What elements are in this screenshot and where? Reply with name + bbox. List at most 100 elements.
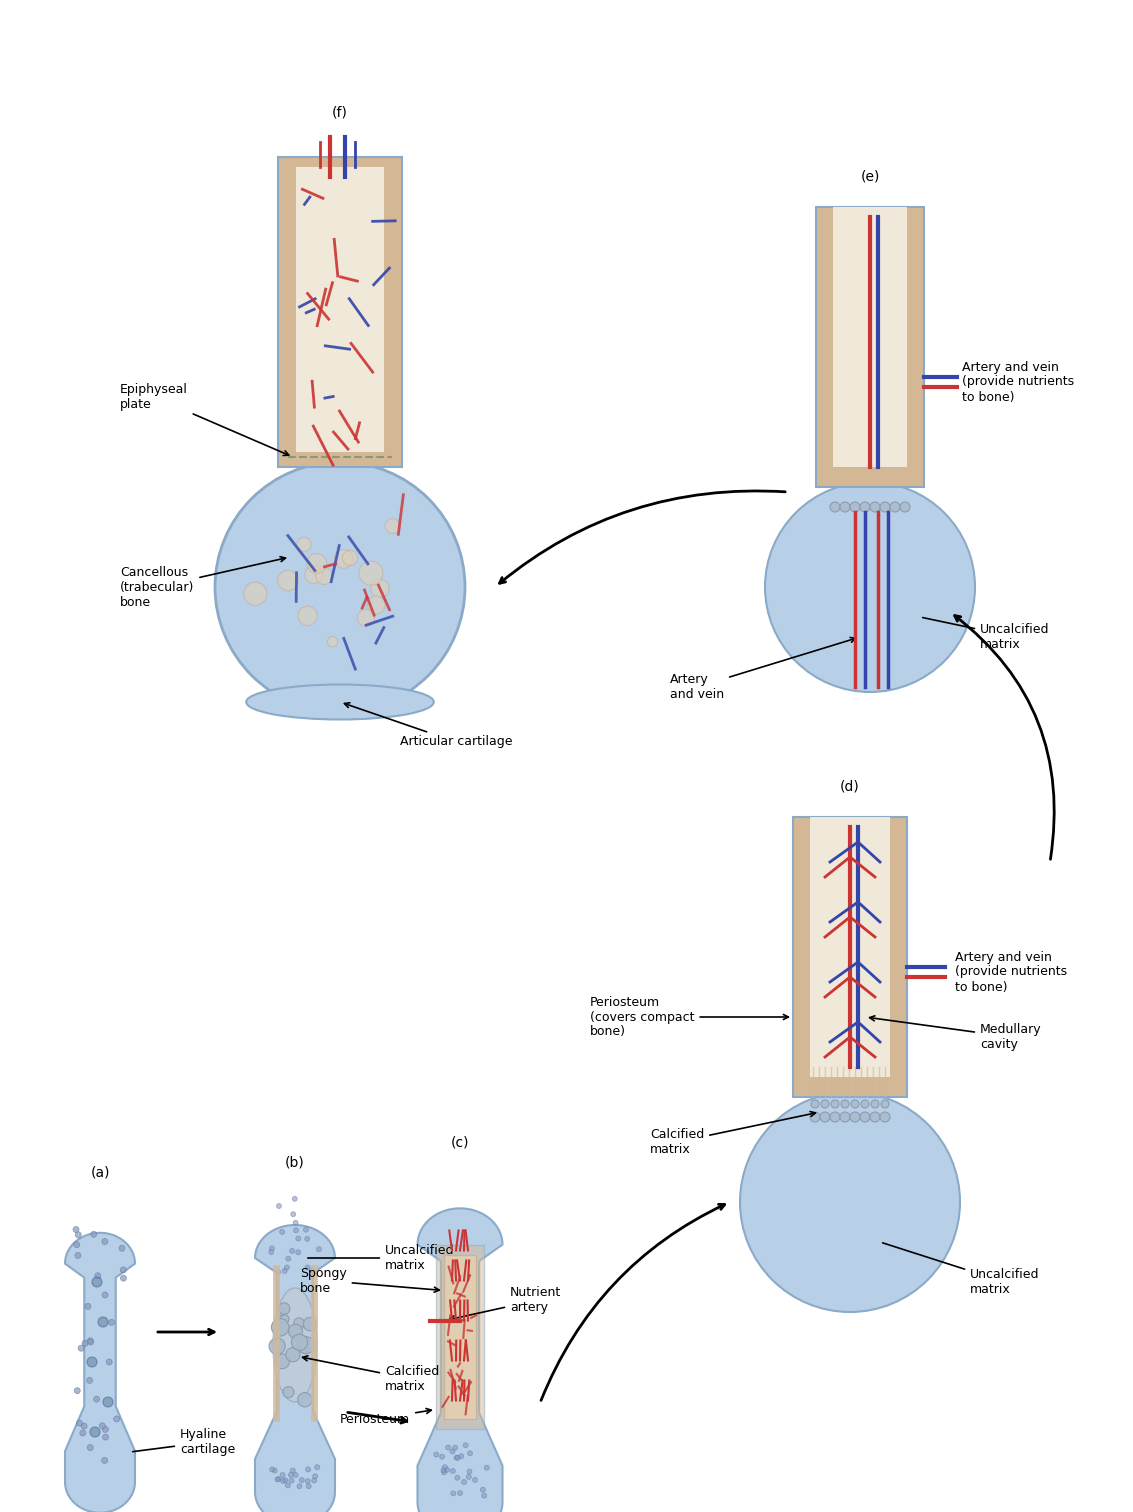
Circle shape xyxy=(270,1246,274,1250)
Text: Uncalcified
matrix: Uncalcified matrix xyxy=(883,1243,1039,1296)
Circle shape xyxy=(305,565,323,584)
Circle shape xyxy=(280,1314,289,1325)
Circle shape xyxy=(939,1191,944,1196)
Circle shape xyxy=(87,1356,97,1367)
Circle shape xyxy=(316,1247,322,1252)
Text: Articular cartilage: Articular cartilage xyxy=(344,703,512,748)
Circle shape xyxy=(871,1101,879,1108)
Circle shape xyxy=(92,1278,102,1287)
Circle shape xyxy=(857,1282,861,1287)
Circle shape xyxy=(290,1249,295,1253)
Text: Epiphyseal
plate: Epiphyseal plate xyxy=(120,383,289,455)
Circle shape xyxy=(293,1220,298,1225)
Circle shape xyxy=(768,1185,772,1190)
Circle shape xyxy=(334,549,353,569)
Circle shape xyxy=(82,1423,87,1429)
Circle shape xyxy=(896,540,901,543)
Circle shape xyxy=(269,1249,274,1255)
Circle shape xyxy=(913,1187,918,1191)
Circle shape xyxy=(811,1179,815,1184)
Circle shape xyxy=(306,1483,312,1489)
Circle shape xyxy=(824,1137,827,1142)
Circle shape xyxy=(891,1113,894,1117)
Polygon shape xyxy=(255,1225,335,1512)
Circle shape xyxy=(298,1337,315,1353)
Circle shape xyxy=(870,1111,880,1122)
Polygon shape xyxy=(833,207,908,467)
Circle shape xyxy=(859,600,862,603)
Circle shape xyxy=(78,1346,84,1352)
Circle shape xyxy=(869,588,872,593)
Circle shape xyxy=(811,1191,816,1196)
Circle shape xyxy=(385,519,400,534)
Circle shape xyxy=(870,502,880,513)
Circle shape xyxy=(275,1270,281,1275)
Circle shape xyxy=(861,1101,869,1108)
Circle shape xyxy=(86,1377,93,1383)
Circle shape xyxy=(855,1191,860,1196)
Circle shape xyxy=(215,463,465,712)
Circle shape xyxy=(434,1452,438,1458)
Circle shape xyxy=(866,532,869,537)
Polygon shape xyxy=(417,1208,503,1512)
Circle shape xyxy=(297,1483,303,1489)
Circle shape xyxy=(275,1477,281,1482)
Circle shape xyxy=(119,1246,125,1252)
Circle shape xyxy=(918,540,922,544)
Circle shape xyxy=(820,1111,830,1122)
Circle shape xyxy=(467,1470,472,1474)
Ellipse shape xyxy=(246,685,434,720)
Circle shape xyxy=(76,1420,83,1426)
Circle shape xyxy=(458,1491,462,1495)
Circle shape xyxy=(884,659,888,664)
Circle shape xyxy=(97,1317,108,1328)
Circle shape xyxy=(802,1202,806,1207)
Circle shape xyxy=(825,575,828,578)
Ellipse shape xyxy=(273,1288,317,1402)
Circle shape xyxy=(838,1231,843,1235)
Circle shape xyxy=(452,1445,458,1450)
Text: (f): (f) xyxy=(332,104,348,119)
Circle shape xyxy=(109,1320,114,1326)
Circle shape xyxy=(87,1338,93,1344)
Circle shape xyxy=(900,1199,904,1204)
Circle shape xyxy=(844,1198,847,1202)
Text: Periosteum: Periosteum xyxy=(340,1409,432,1426)
Circle shape xyxy=(881,656,885,661)
Circle shape xyxy=(760,1188,764,1193)
Circle shape xyxy=(75,1232,82,1238)
Circle shape xyxy=(305,1479,310,1483)
Circle shape xyxy=(875,597,878,602)
Circle shape xyxy=(75,1388,80,1394)
Circle shape xyxy=(244,582,267,605)
Circle shape xyxy=(864,621,868,626)
Circle shape xyxy=(866,556,870,561)
Circle shape xyxy=(445,1445,451,1450)
Circle shape xyxy=(451,1491,455,1495)
Text: Medullary
cavity: Medullary cavity xyxy=(870,1016,1041,1051)
Text: Uncalcified
matrix: Uncalcified matrix xyxy=(308,1244,454,1272)
Circle shape xyxy=(291,1334,308,1350)
Circle shape xyxy=(467,1474,471,1479)
Circle shape xyxy=(299,1343,309,1353)
Circle shape xyxy=(450,1468,455,1474)
Circle shape xyxy=(315,1465,320,1470)
Circle shape xyxy=(305,1237,309,1241)
Circle shape xyxy=(95,1273,101,1279)
Circle shape xyxy=(283,1387,293,1397)
Circle shape xyxy=(292,1196,297,1202)
Circle shape xyxy=(881,1101,889,1108)
Circle shape xyxy=(296,1235,300,1241)
Circle shape xyxy=(874,627,878,632)
Circle shape xyxy=(87,1444,93,1450)
Circle shape xyxy=(850,1111,860,1122)
Circle shape xyxy=(853,591,857,596)
Circle shape xyxy=(925,631,929,635)
Circle shape xyxy=(841,1179,845,1182)
Polygon shape xyxy=(810,816,891,1077)
Circle shape xyxy=(928,1229,932,1234)
Circle shape xyxy=(869,1182,872,1185)
Circle shape xyxy=(455,1456,460,1461)
Circle shape xyxy=(298,606,317,626)
Circle shape xyxy=(370,579,389,597)
